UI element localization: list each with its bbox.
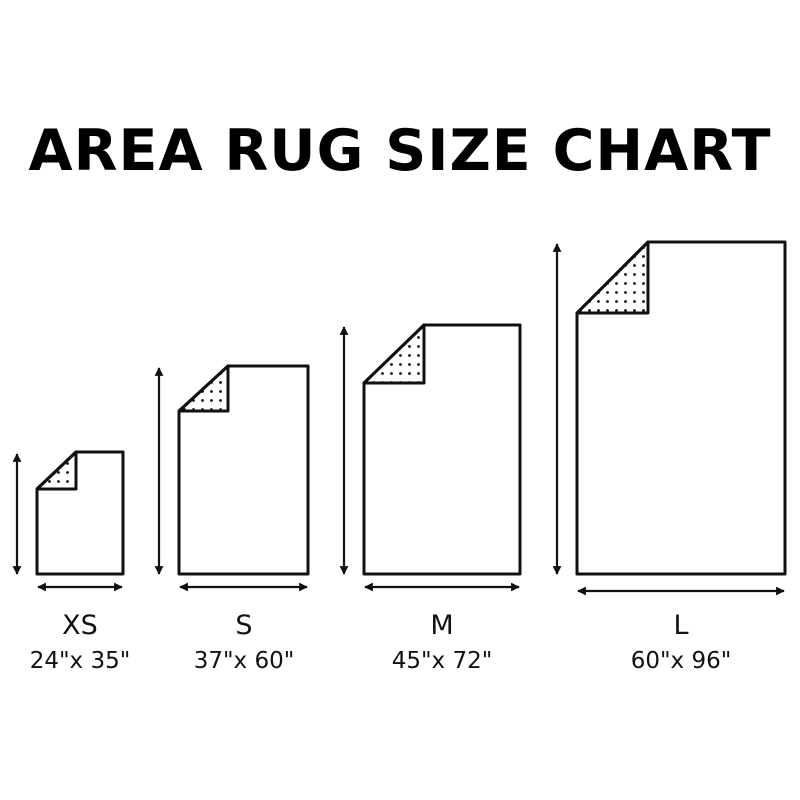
- rug-xs-dimensions: 24"x 35": [29, 648, 131, 674]
- rug-l-folded-corner: [575, 240, 650, 315]
- chart-title: AREA RUG SIZE CHART: [28, 118, 772, 184]
- rug-l-size-label: L: [673, 610, 689, 641]
- rug-m-size-label: M: [430, 610, 454, 641]
- rug-m-dimensions: 45"x 72": [391, 648, 493, 674]
- rug-s-folded-corner: [177, 364, 230, 413]
- rug-s-dimensions: 37"x 60": [193, 648, 295, 674]
- rug-l-dimensions: 60"x 96": [630, 648, 732, 674]
- rug-xs: [35, 450, 125, 576]
- rug-xs-size-label: XS: [62, 610, 98, 641]
- rug-xs-folded-corner: [35, 450, 78, 491]
- rug-m-folded-corner: [362, 323, 426, 385]
- rug-s-size-label: S: [235, 610, 253, 641]
